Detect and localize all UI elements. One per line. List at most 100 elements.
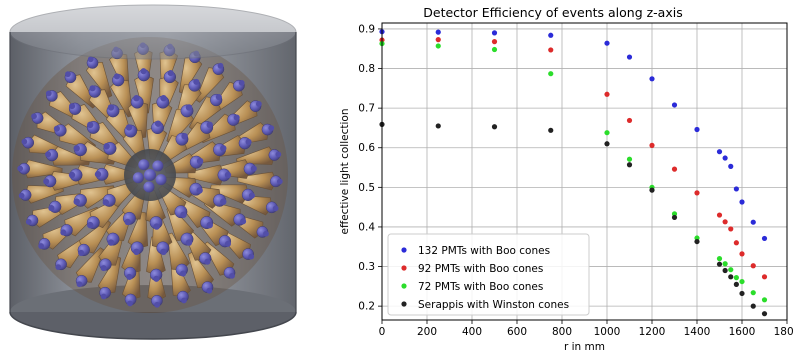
data-point <box>716 256 723 262</box>
pmt <box>144 169 156 181</box>
x-tick-label: 1800 <box>774 326 794 338</box>
data-point <box>733 186 739 192</box>
legend-marker <box>401 265 407 271</box>
pmt-base <box>276 178 283 185</box>
data-point <box>694 126 700 133</box>
pmt-base <box>89 85 96 92</box>
pmt-base <box>220 198 227 205</box>
legend-label: 72 PMTs with Boo cones <box>418 281 543 293</box>
pmt-base <box>272 205 279 212</box>
data-point <box>604 91 610 97</box>
pmt-base <box>107 104 115 111</box>
data-point <box>649 76 655 82</box>
data-point <box>671 214 678 221</box>
pmt-base <box>45 90 52 97</box>
pmt <box>132 172 144 184</box>
pmt-base <box>224 240 231 247</box>
pmt-base <box>233 114 240 121</box>
pmt-base <box>154 301 160 308</box>
pmt-base <box>229 272 235 279</box>
data-point <box>491 46 498 53</box>
data-point <box>548 32 554 38</box>
y-tick-label: 0.7 <box>358 103 375 115</box>
pmt-base <box>43 178 50 185</box>
pmt-base <box>48 205 55 212</box>
pmt-base <box>100 293 107 300</box>
data-point <box>435 123 441 129</box>
pmt-base <box>25 218 32 225</box>
data-point <box>694 238 700 245</box>
pmt-base <box>180 270 187 277</box>
x-tick-label: 1000 <box>594 326 621 338</box>
series-1 <box>379 29 768 242</box>
pmt-base <box>94 171 102 178</box>
data-points <box>379 29 768 317</box>
pmt-base <box>100 265 107 272</box>
data-point <box>750 303 756 309</box>
data-point <box>548 47 554 53</box>
data-point <box>728 267 734 273</box>
pmt-base <box>196 157 204 165</box>
pmt-base <box>76 281 83 288</box>
data-point <box>761 311 768 317</box>
pmt-base <box>185 239 193 246</box>
data-point <box>604 130 610 136</box>
pmt-base <box>180 211 187 218</box>
x-tick-label: 1600 <box>729 326 756 338</box>
data-point <box>491 30 498 36</box>
y-axis-ticks: 0.2 0.3 0.4 0.5 0.6 0.7 0.8 0.9 <box>358 23 382 313</box>
y-tick-label: 0.8 <box>358 63 375 75</box>
pmt-base <box>133 248 140 256</box>
pmt-base <box>127 300 133 307</box>
y-tick-label: 0.2 <box>358 301 375 313</box>
pmt-base <box>153 223 160 230</box>
pmt-base <box>124 218 131 226</box>
pmt-base <box>275 151 282 158</box>
legend-marker <box>401 283 407 289</box>
y-tick-label: 0.3 <box>358 261 375 273</box>
pmt-base <box>53 125 60 132</box>
data-point <box>722 219 728 225</box>
data-point <box>722 155 728 161</box>
pmt-base <box>206 121 213 129</box>
y-axis-label: effective light collection <box>339 109 351 235</box>
pmt-base <box>113 73 120 80</box>
pmt-base <box>250 165 257 172</box>
pmt <box>143 181 155 193</box>
data-point <box>761 235 768 242</box>
legend-marker <box>401 301 407 307</box>
legend-label: 92 PMTs with Boo cones <box>418 263 543 275</box>
data-point <box>626 156 633 162</box>
pmt-base <box>268 125 275 132</box>
pmt-base <box>263 230 269 237</box>
x-tick-label: 600 <box>507 326 527 338</box>
data-point <box>435 29 441 35</box>
pmt-base <box>21 138 28 145</box>
pmt-base <box>133 94 140 102</box>
x-tick-label: 1400 <box>684 326 711 338</box>
data-point <box>716 261 723 267</box>
x-tick-label: 1200 <box>639 326 666 338</box>
legend-label: Serappis with Winston cones <box>418 299 569 311</box>
efficiency-chart: Detector Efficiency of events along z-ax… <box>339 5 794 353</box>
pmt-base <box>107 239 115 246</box>
pmt-base <box>65 71 71 78</box>
pmt-base <box>68 171 76 179</box>
data-point <box>739 251 745 257</box>
legend-label: 132 PMTs with Boo cones <box>418 245 550 257</box>
series-2 <box>379 37 768 280</box>
pmt <box>152 160 164 172</box>
pmt-base <box>248 192 255 199</box>
plot-frame <box>381 22 788 321</box>
data-point <box>604 141 610 147</box>
pmt-base <box>160 248 167 256</box>
pmt-base <box>38 243 45 249</box>
pmt-base <box>215 94 222 101</box>
pmt-base <box>206 287 213 294</box>
data-point <box>728 274 734 280</box>
x-tick-label: 800 <box>552 326 572 338</box>
pmt <box>138 159 150 171</box>
pmt-base <box>245 138 252 145</box>
pmt-base <box>217 62 224 69</box>
pmt-base <box>181 297 187 304</box>
